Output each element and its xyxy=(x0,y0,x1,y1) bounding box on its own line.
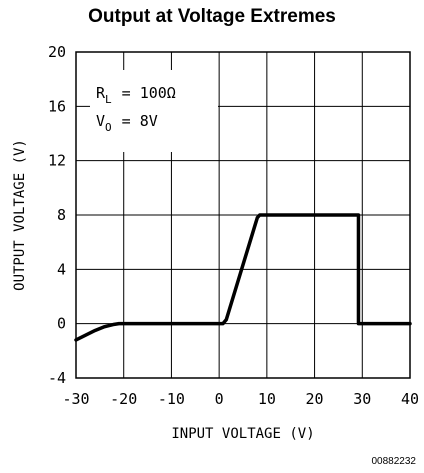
annotation-text: RL = 100Ω xyxy=(96,84,176,106)
series-line xyxy=(74,213,412,342)
y-axis-label: OUTPUT VOLTAGE (V) xyxy=(12,139,28,291)
y-tick-label: 20 xyxy=(48,43,66,61)
x-tick-label: 30 xyxy=(353,390,371,408)
x-tick-label: -20 xyxy=(110,390,137,408)
x-tick-label: -30 xyxy=(62,390,89,408)
annotation-background xyxy=(90,70,218,152)
x-tick-label: 10 xyxy=(258,390,276,408)
y-tick-label: -4 xyxy=(48,369,66,387)
y-tick-label: 12 xyxy=(48,152,66,170)
y-tick-label: 4 xyxy=(57,260,66,278)
x-tick-label: -10 xyxy=(158,390,185,408)
chart-title: Output at Voltage Extremes xyxy=(88,6,336,27)
x-tick-label: 40 xyxy=(401,390,419,408)
x-tick-label: 20 xyxy=(306,390,324,408)
x-tick-label: 0 xyxy=(215,390,224,408)
y-tick-label: 0 xyxy=(57,315,66,333)
figure-code: 00882232 xyxy=(371,456,417,467)
annotation-text: VO = 8V xyxy=(96,112,158,134)
y-tick-label: 16 xyxy=(48,97,66,115)
y-tick-label: 8 xyxy=(57,206,66,224)
plot-frame xyxy=(75,51,411,379)
x-axis-label: INPUT VOLTAGE (V) xyxy=(171,426,314,442)
